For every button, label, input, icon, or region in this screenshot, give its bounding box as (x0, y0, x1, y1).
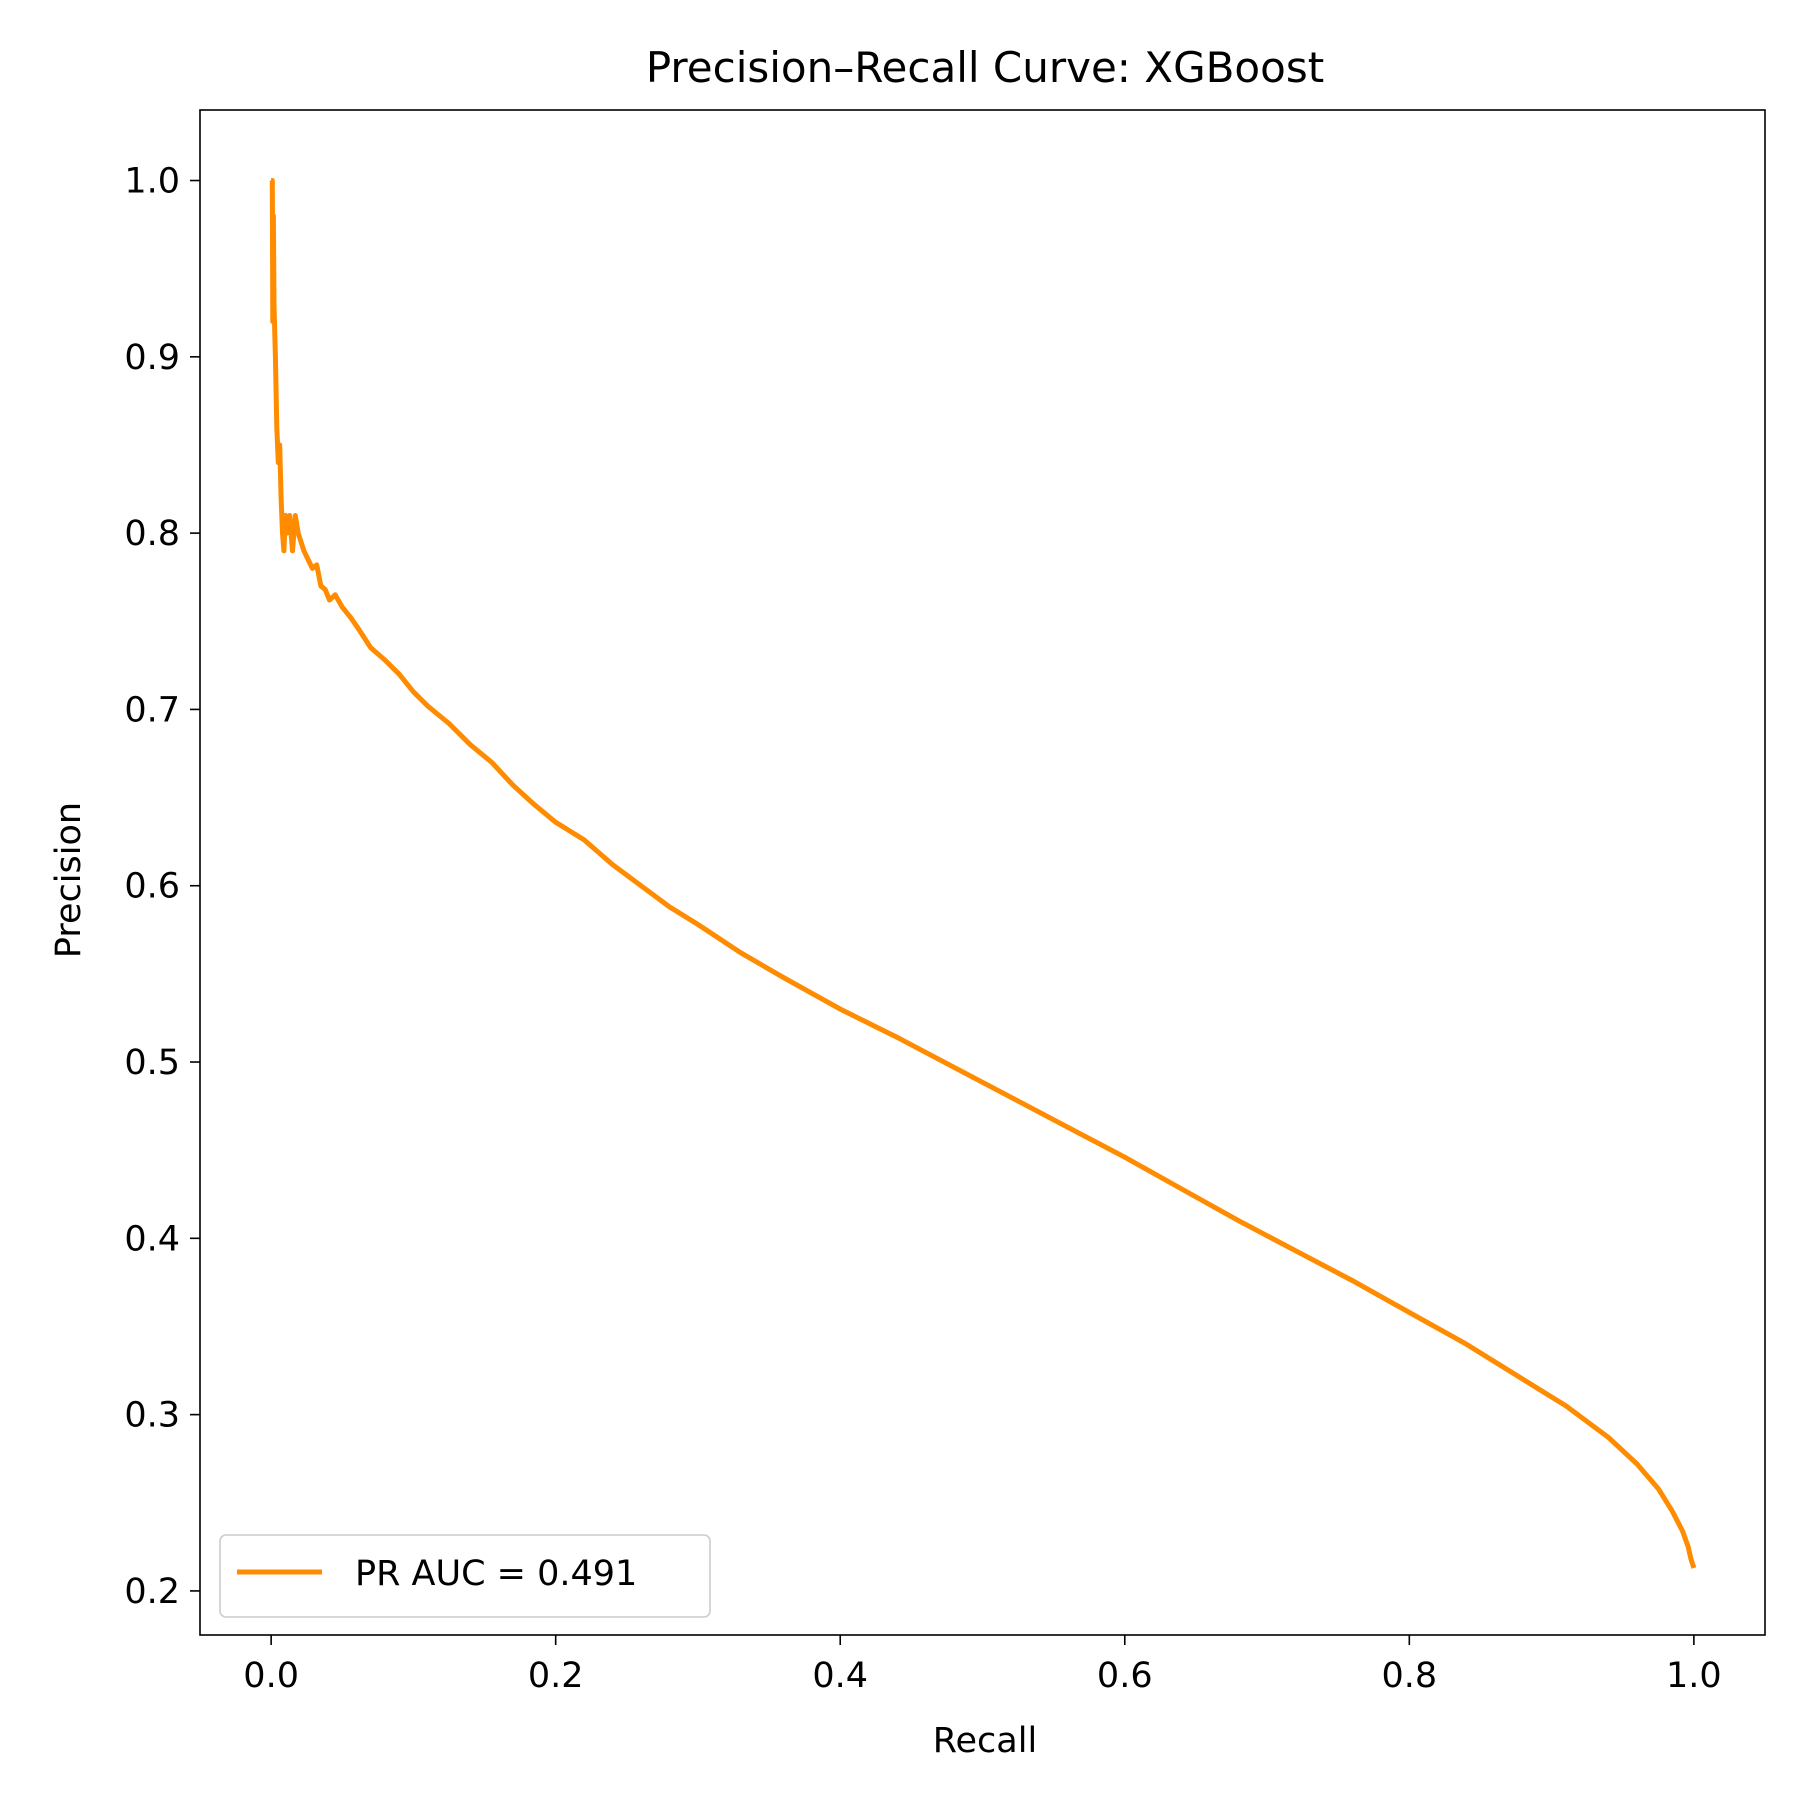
y-tick-label: 0.8 (124, 514, 180, 554)
chart-title: Precision–Recall Curve: XGBoost (646, 43, 1324, 92)
legend: PR AUC = 0.491 (219, 1534, 711, 1618)
y-axis-ticks: 0.2 0.3 0.4 0.5 0.6 0.7 0.8 0.9 1.0 (124, 162, 200, 1612)
plot-area (269, 178, 1697, 1569)
y-tick-label: 0.2 (124, 1572, 180, 1612)
x-tick-label: 0.6 (1097, 1656, 1153, 1696)
x-tick-label: 0.8 (1381, 1656, 1437, 1696)
y-tick-label: 0.7 (124, 690, 180, 730)
x-tick-label: 0.0 (243, 1656, 299, 1696)
x-tick-label: 0.2 (528, 1656, 584, 1696)
x-axis-ticks: 0.0 0.2 0.4 0.6 0.8 1.0 (243, 1635, 1722, 1696)
axes-frame (199, 109, 1766, 1636)
x-axis-label: Recall (933, 1721, 1037, 1761)
legend-box (219, 1534, 711, 1618)
y-tick-label: 0.9 (124, 338, 180, 378)
x-tick-label: 0.4 (812, 1656, 868, 1696)
legend-entry-label: PR AUC = 0.491 (355, 1554, 637, 1594)
y-tick-label: 0.3 (124, 1396, 180, 1436)
y-tick-label: 0.5 (124, 1043, 180, 1083)
y-tick-label: 1.0 (124, 162, 180, 202)
series-line-pr-curve (269, 178, 1697, 1569)
y-tick-label: 0.4 (124, 1219, 180, 1259)
y-axis-label: Precision (49, 802, 89, 958)
y-tick-label: 0.6 (124, 867, 180, 907)
x-tick-label: 1.0 (1666, 1656, 1722, 1696)
